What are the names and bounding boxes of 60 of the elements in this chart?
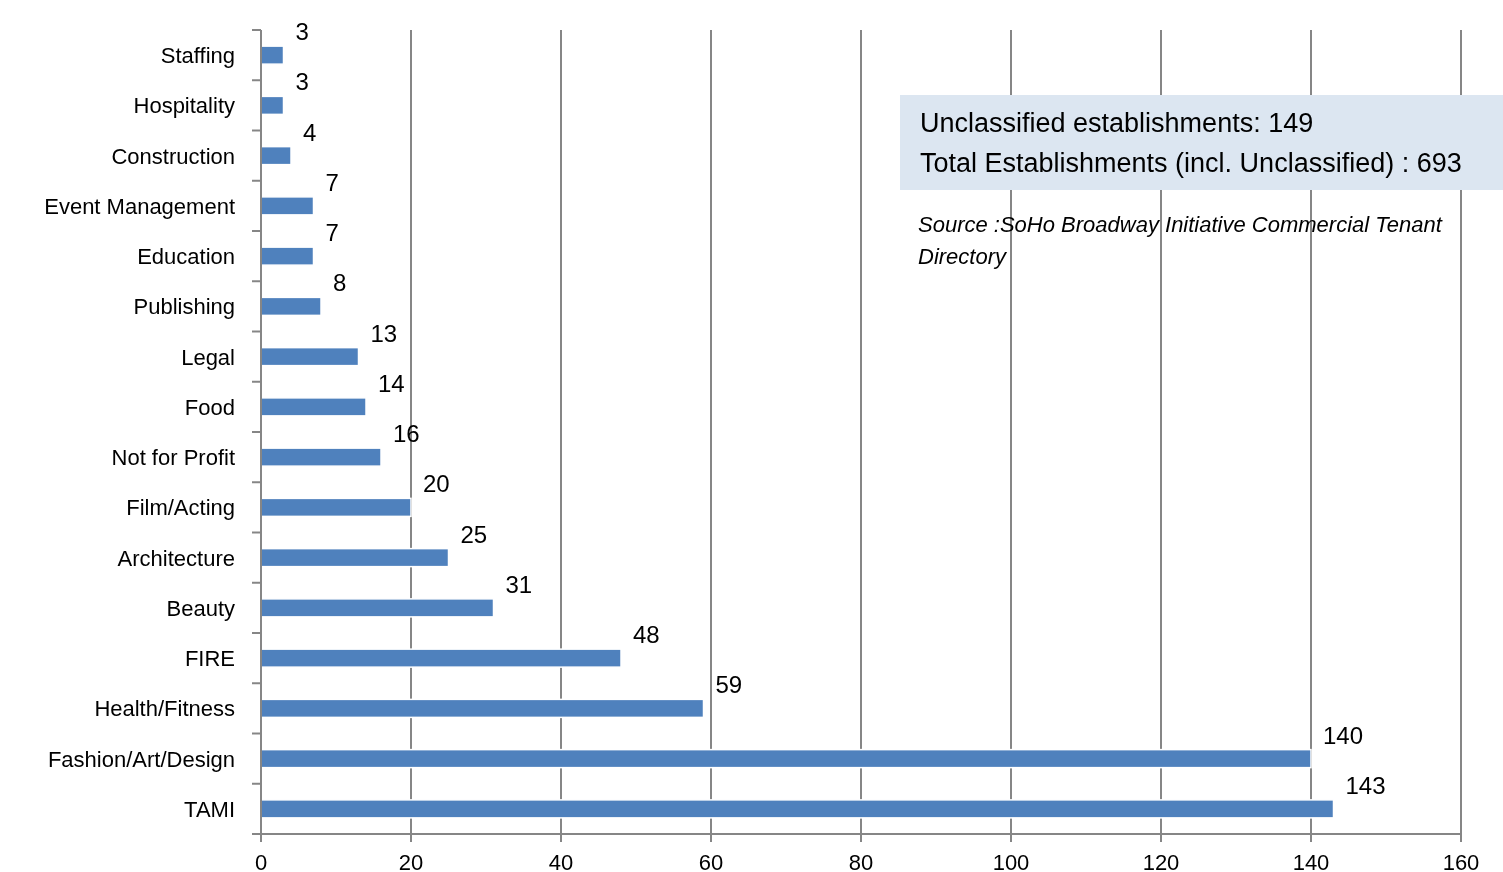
y-tick-label: TAMI [184, 796, 235, 822]
data-label: 8 [333, 269, 347, 297]
bar [260, 196, 315, 216]
annotation: Total Establishments (incl. Unclassified) : 693 [920, 148, 1462, 178]
data-label: 25 [460, 520, 488, 548]
x-tick-label: 0 [254, 850, 268, 872]
bar [260, 598, 495, 618]
y-tick-label: Food [184, 394, 235, 420]
y-tick-label: Not for Profit [111, 445, 235, 471]
y-tick-label: Construction [111, 143, 235, 169]
data-label: 20 [423, 470, 450, 498]
y-tick-label: Publishing [133, 294, 235, 320]
y-tick-label: Legal [181, 344, 235, 370]
data-label: 7 [325, 219, 339, 247]
bar [260, 296, 322, 317]
data-label: 13 [370, 319, 398, 347]
bar [260, 397, 367, 417]
y-tick-label: Staffing [160, 43, 235, 69]
bar [260, 648, 622, 668]
y-tick-label: Film/Acting [126, 495, 235, 521]
data-label: 31 [505, 570, 533, 598]
bar [260, 45, 285, 65]
x-tick-label: 120 [1142, 850, 1180, 872]
y-tick-label: Health/Fitness [94, 696, 235, 722]
x-tick-label: 140 [1292, 850, 1330, 872]
x-tick-label: 160 [1442, 850, 1480, 872]
y-tick-label: Architecture [117, 545, 235, 571]
bar [260, 748, 1312, 769]
bar [260, 95, 285, 116]
data-label: 3 [295, 18, 309, 46]
bar [260, 447, 382, 467]
data-label: 140 [1323, 721, 1364, 749]
bar [260, 246, 315, 266]
bar [260, 346, 360, 367]
data-label: 7 [325, 168, 339, 196]
x-tick-label: 80 [848, 850, 874, 872]
y-tick-label: Education [137, 244, 235, 270]
data-label: 16 [393, 420, 420, 448]
x-tick-label: 60 [698, 850, 724, 872]
bar [260, 698, 705, 719]
x-tick-label: 20 [398, 850, 424, 872]
y-tick-label: Hospitality [133, 93, 235, 119]
annotation: Source :SoHo Broadway Initiative Commercial Tenant Directory [918, 212, 1443, 269]
bar [260, 145, 292, 166]
x-tick-label: 100 [992, 850, 1030, 872]
y-tick-label: Beauty [166, 595, 235, 621]
bar [260, 547, 450, 568]
y-tick-label: Event Management [44, 193, 235, 219]
data-label: 48 [633, 621, 660, 649]
data-label: 3 [295, 68, 309, 96]
bar [260, 497, 412, 518]
data-label: 4 [303, 118, 317, 146]
y-tick-label: Fashion/Art/Design [47, 746, 235, 772]
x-tick-label: 40 [548, 850, 574, 872]
bar [260, 799, 1335, 819]
y-tick-label: FIRE [184, 646, 235, 672]
data-label: 14 [378, 369, 405, 397]
data-label: 143 [1345, 771, 1386, 799]
data-label: 59 [715, 671, 743, 699]
annotation: Unclassified establishments: 149 [920, 108, 1314, 138]
